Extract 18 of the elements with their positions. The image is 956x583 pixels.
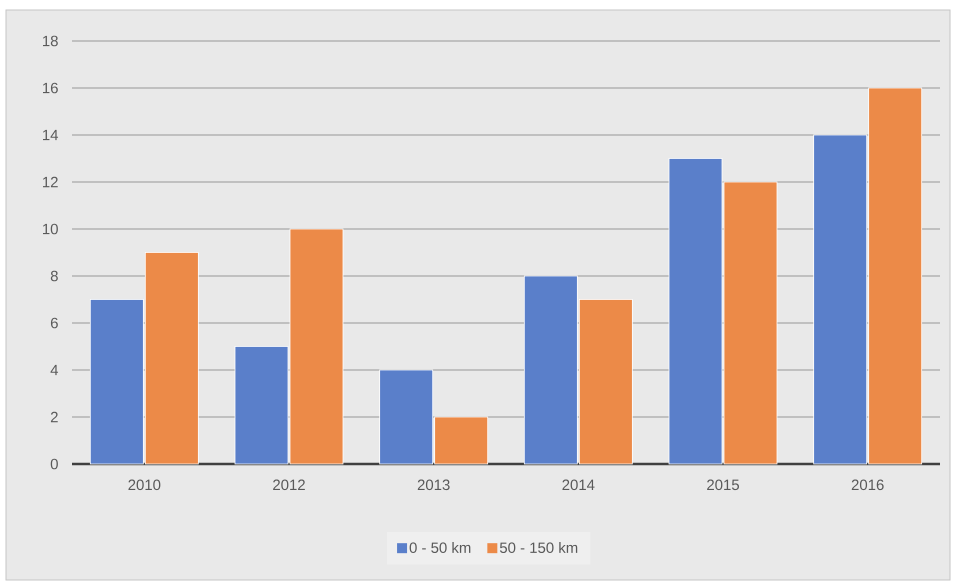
y-tick-label: 4 bbox=[50, 364, 58, 376]
y-tick-label: 6 bbox=[50, 318, 58, 328]
y-tick-label: 18 bbox=[43, 36, 58, 46]
x-tick-label: 2015 bbox=[707, 480, 739, 490]
x-tick-label: 2016 bbox=[852, 480, 884, 490]
y-tick-label: 12 bbox=[43, 176, 58, 188]
y-tick-label: 8 bbox=[50, 270, 58, 282]
legend-label: 50 - 150 km bbox=[500, 542, 578, 553]
x-tick-label: 2013 bbox=[418, 480, 450, 490]
x-tick-label: 2012 bbox=[273, 480, 305, 490]
y-tick-label: 10 bbox=[43, 224, 58, 234]
y-tick-label: 16 bbox=[43, 82, 58, 94]
x-tick-label: 2014 bbox=[562, 480, 595, 490]
y-tick-label: 2 bbox=[50, 412, 58, 422]
legend-label: 0 - 50 km bbox=[410, 542, 470, 553]
y-tick-label: 0 bbox=[50, 458, 58, 470]
x-tick-label: 2010 bbox=[128, 480, 160, 490]
y-tick-label: 14 bbox=[43, 130, 58, 140]
